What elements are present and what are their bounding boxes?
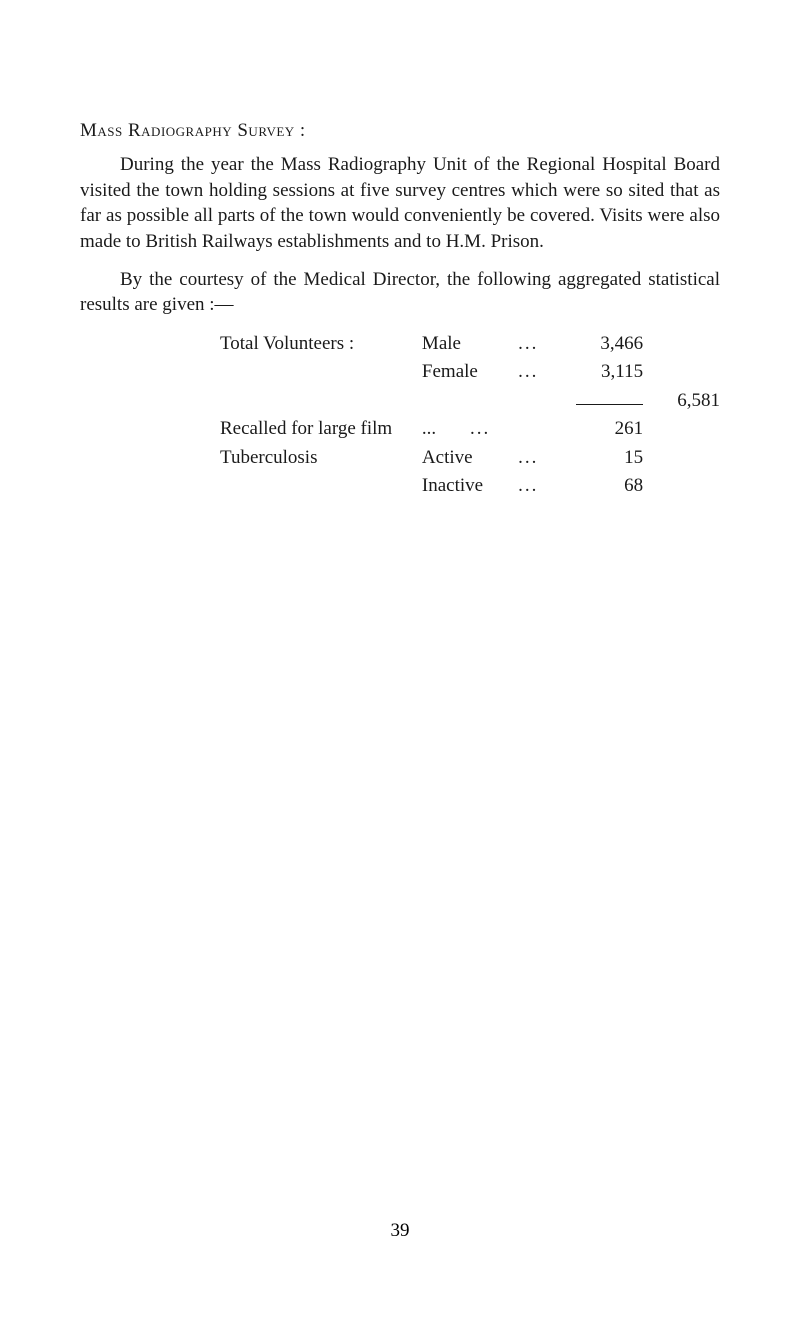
results-table: Total Volunteers : Male ... 3,466 Female… [220, 330, 720, 501]
row-sublabel: Female [422, 358, 518, 387]
paragraph-1: During the year the Mass Radiography Uni… [80, 152, 720, 255]
row-value: 3,466 [576, 330, 643, 359]
row-sublabel: Inactive [422, 472, 518, 501]
table-row: 6,581 [220, 387, 720, 416]
row-value: 3,115 [576, 358, 643, 387]
row-label: Total Volunteers : [220, 330, 422, 359]
row-value: 68 [576, 472, 643, 501]
row-value [576, 404, 643, 406]
paragraph-2: By the courtesy of the Medical Director,… [80, 267, 720, 318]
section-heading: Mass Radiography Survey : [80, 120, 720, 142]
table-row: Recalled for large film ... ... 261 [220, 415, 720, 444]
row-label: Recalled for large film [220, 415, 422, 444]
row-sublabel: ... [422, 415, 470, 444]
table-row: Female ... 3,115 [220, 358, 720, 387]
row-sublabel: Active [422, 444, 518, 473]
row-dots: ... [518, 330, 576, 359]
row-dots: ... [518, 472, 576, 501]
row-value: 15 [576, 444, 643, 473]
table-row: Tuberculosis Active ... 15 [220, 444, 720, 473]
row-dots: ... [470, 415, 576, 444]
document-page: Mass Radiography Survey : During the yea… [0, 0, 800, 501]
table-row: Inactive ... 68 [220, 472, 720, 501]
row-value: 261 [576, 415, 643, 444]
table-row: Total Volunteers : Male ... 3,466 [220, 330, 720, 359]
row-label: Tuberculosis [220, 444, 422, 473]
row-dots: ... [518, 444, 576, 473]
row-dots: ... [518, 358, 576, 387]
page-number: 39 [0, 1220, 800, 1242]
row-total: 6,581 [643, 387, 720, 416]
row-sublabel: Male [422, 330, 518, 359]
